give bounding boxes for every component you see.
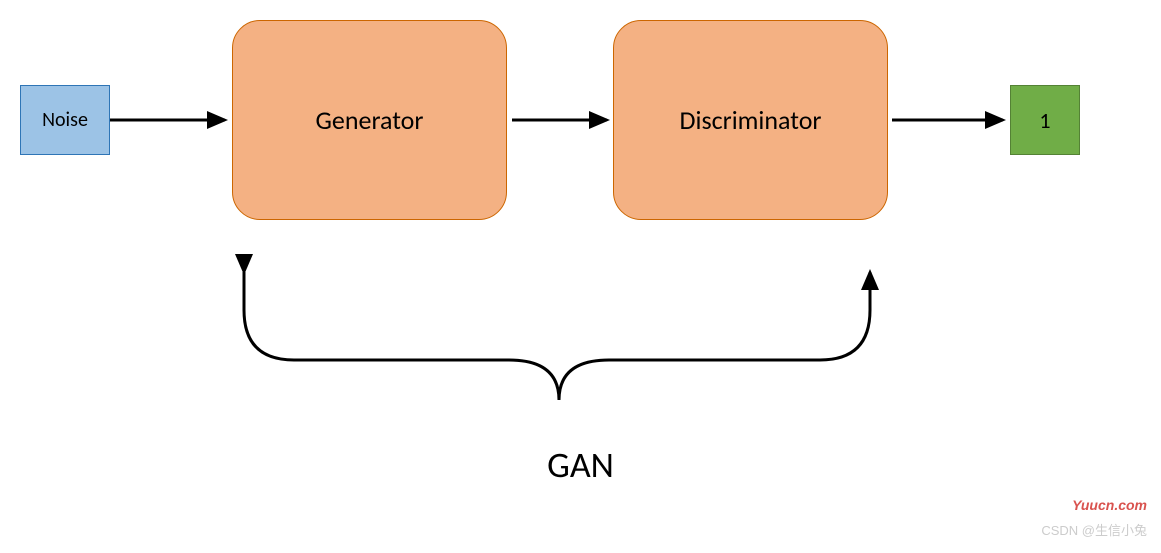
noise-label: Noise (42, 108, 88, 132)
watermark-csdn-text: CSDN @生信小兔 (1041, 523, 1147, 538)
discriminator-label: Discriminator (680, 104, 822, 136)
diagram-title-text: GAN (547, 443, 614, 487)
output-label: 1 (1039, 107, 1050, 134)
gan-bracket (244, 272, 870, 400)
diagram-title: GAN (0, 440, 1161, 490)
generator-label: Generator (316, 104, 424, 136)
watermark-yuucn-text: Yuucn.com (1072, 497, 1147, 513)
noise-node: Noise (20, 85, 110, 155)
discriminator-node: Discriminator (613, 20, 888, 220)
watermark-yuucn: Yuucn.com (1072, 497, 1147, 513)
watermark-csdn: CSDN @生信小兔 (1041, 520, 1147, 539)
generator-node: Generator (232, 20, 507, 220)
output-node: 1 (1010, 85, 1080, 155)
